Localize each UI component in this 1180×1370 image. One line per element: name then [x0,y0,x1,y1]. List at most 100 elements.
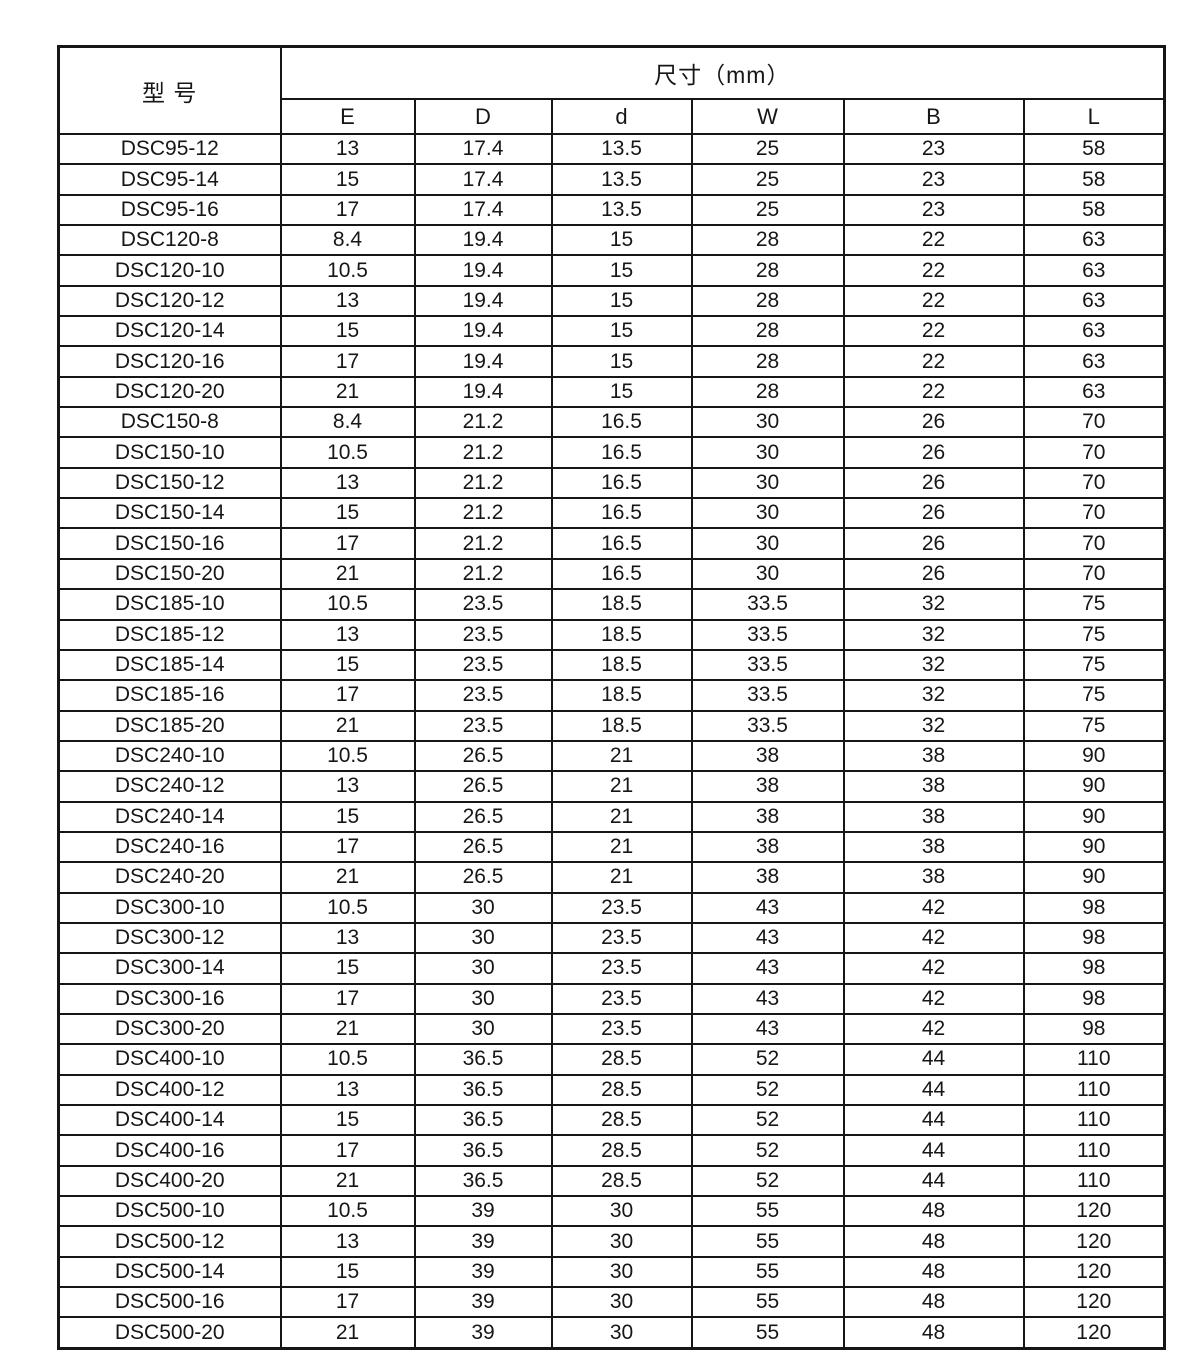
value-cell: 26 [842,527,1025,560]
value-cell: 13 [279,466,416,500]
value-cell: 8.4 [279,224,416,257]
value-cell: 63 [1022,345,1166,378]
value-cell: 23.5 [550,952,693,985]
value-cell: 30 [690,466,845,500]
value-cell: 38 [842,770,1025,803]
value-cell: 48 [842,1286,1025,1319]
model-cell: DSC95-12 [57,132,282,166]
value-cell: 70 [1022,436,1166,469]
value-cell: 32 [842,588,1025,621]
model-cell: DSC150-8 [57,406,282,439]
model-cell: DSC300-12 [57,921,282,955]
value-cell: 15 [279,497,416,530]
table-row: DSC120-16 17 19.4 15 28 22 63 [57,345,1166,378]
value-cell: 10.5 [279,588,416,621]
column-header-d: d [550,98,693,135]
value-cell: 90 [1022,800,1166,833]
value-cell: 44 [842,1164,1025,1198]
value-cell: 52 [690,1164,845,1198]
column-header-E: E [279,98,416,135]
value-cell: 36.5 [413,1103,553,1137]
value-cell: 38 [690,830,845,864]
model-cell: DSC400-16 [57,1134,282,1167]
model-cell: DSC120-12 [57,284,282,318]
value-cell: 28 [690,284,845,318]
value-cell: 30 [413,921,553,955]
model-cell: DSC240-12 [57,770,282,803]
table-row: DSC240-12 13 26.5 21 38 38 90 [57,770,1166,803]
value-cell: 90 [1022,770,1166,803]
model-cell: DSC185-12 [57,618,282,651]
value-cell: 70 [1022,466,1166,500]
table-row: DSC240-14 15 26.5 21 38 38 90 [57,800,1166,833]
value-cell: 120 [1022,1255,1166,1289]
value-cell: 21.2 [413,497,553,530]
table-body: DSC95-12 13 17.4 13.5 25 23 58 DSC95-14 15 17.4 13… [57,132,1166,1350]
value-cell: 23.5 [413,679,553,712]
value-cell: 13 [279,770,416,803]
table-row: DSC185-12 13 23.5 18.5 33.5 32 75 [57,618,1166,651]
value-cell: 44 [842,1043,1025,1076]
model-cell: DSC95-14 [57,163,282,196]
value-cell: 52 [690,1103,845,1137]
table-row: DSC240-10 10.5 26.5 21 38 38 90 [57,739,1166,773]
model-cell: DSC500-10 [57,1195,282,1228]
value-cell: 98 [1022,1012,1166,1046]
value-cell: 19.4 [413,224,553,257]
model-cell: DSC500-20 [57,1316,282,1350]
value-cell: 30 [413,891,553,924]
value-cell: 44 [842,1073,1025,1107]
value-cell: 70 [1022,527,1166,560]
value-cell: 16.5 [550,436,693,469]
table-row: DSC120-8 8.4 19.4 15 28 22 63 [57,224,1166,257]
value-cell: 13 [279,618,416,651]
value-cell: 18.5 [550,679,693,712]
model-cell: DSC95-16 [57,193,282,227]
value-cell: 23 [842,132,1025,166]
value-cell: 28.5 [550,1103,693,1137]
header-row-columns: E D d W B L [59,98,1166,135]
value-cell: 10.5 [279,739,416,773]
value-cell: 38 [690,770,845,803]
value-cell: 15 [279,1255,416,1289]
value-cell: 21.2 [413,466,553,500]
table-row: DSC95-16 17 17.4 13.5 25 23 58 [57,193,1166,227]
value-cell: 17 [279,1286,416,1319]
value-cell: 13 [279,921,416,955]
value-cell: 22 [842,284,1025,318]
value-cell: 38 [842,861,1025,894]
value-cell: 26.5 [413,861,553,894]
value-cell: 55 [690,1195,845,1228]
value-cell: 38 [690,861,845,894]
value-cell: 30 [690,406,845,439]
value-cell: 10.5 [279,891,416,924]
model-cell: DSC240-20 [57,861,282,894]
value-cell: 15 [550,224,693,257]
model-cell: DSC400-12 [57,1073,282,1107]
table-row: DSC400-16 17 36.5 28.5 52 44 110 [57,1134,1166,1167]
value-cell: 22 [842,224,1025,257]
value-cell: 25 [690,132,845,166]
value-cell: 21 [550,830,693,864]
value-cell: 18.5 [550,648,693,682]
value-cell: 28.5 [550,1134,693,1167]
value-cell: 19.4 [413,254,553,287]
table-row: DSC150-10 10.5 21.2 16.5 30 26 70 [57,436,1166,469]
table-row: DSC240-16 17 26.5 21 38 38 90 [57,830,1166,864]
model-cell: DSC240-16 [57,830,282,864]
value-cell: 70 [1022,497,1166,530]
model-cell: DSC500-14 [57,1255,282,1289]
table-row: DSC400-10 10.5 36.5 28.5 52 44 110 [57,1043,1166,1076]
table-row: DSC150-8 8.4 21.2 16.5 30 26 70 [57,406,1166,439]
value-cell: 75 [1022,588,1166,621]
value-cell: 10.5 [279,1043,416,1076]
table-row: DSC95-14 15 17.4 13.5 25 23 58 [57,163,1166,196]
value-cell: 39 [413,1286,553,1319]
value-cell: 110 [1022,1043,1166,1076]
value-cell: 21 [279,1316,416,1350]
value-cell: 30 [550,1195,693,1228]
table-row: DSC300-10 10.5 30 23.5 43 42 98 [57,891,1166,924]
value-cell: 17.4 [413,193,553,227]
table-row: DSC500-10 10.5 39 30 55 48 120 [57,1195,1166,1228]
value-cell: 15 [279,315,416,348]
